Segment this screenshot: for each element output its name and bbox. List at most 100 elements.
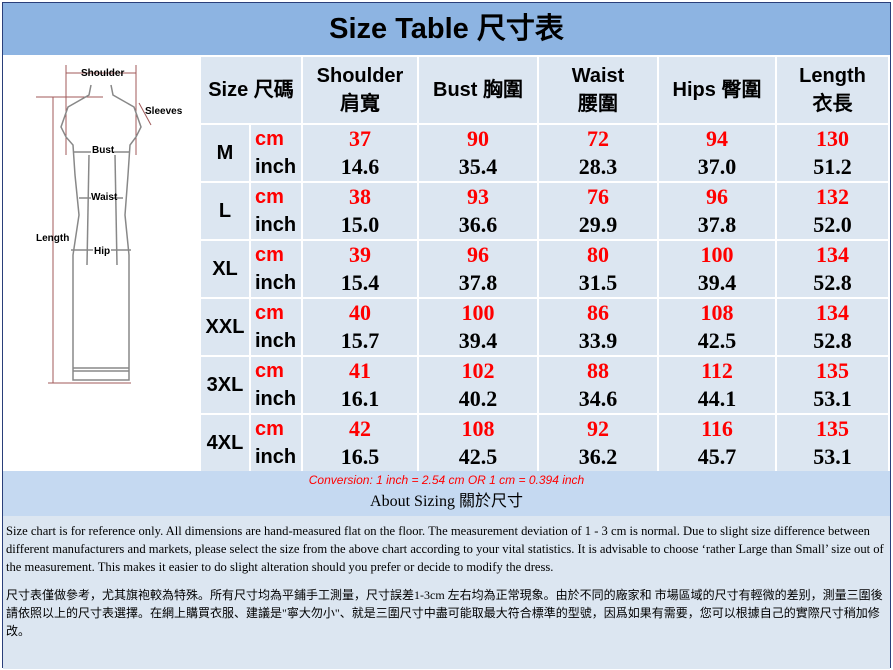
header-bust: Bust 胸圍	[417, 55, 539, 125]
value-inch: 36.2	[578, 444, 618, 469]
value-inch: 37.0	[697, 154, 737, 179]
header-length-en: Length	[799, 65, 866, 87]
header-size: Size 尺碼	[199, 55, 303, 125]
value-cm: 37	[349, 126, 371, 151]
label-shoulder: Shoulder	[81, 68, 124, 79]
measurement-cell: 134 52.8	[775, 239, 890, 299]
value-cm: 93	[467, 184, 489, 209]
unit-labels: cm inch	[249, 355, 303, 415]
measurement-cell: 41 16.1	[301, 355, 419, 415]
value-cm: 132	[816, 184, 849, 209]
measurement-cell: 38 15.0	[301, 181, 419, 241]
value-inch: 15.0	[340, 212, 380, 237]
measurement-cell: 86 33.9	[537, 297, 659, 357]
unit-cm: cm	[255, 360, 284, 382]
unit-labels: cm inch	[249, 123, 303, 183]
value-inch: 42.5	[697, 328, 737, 353]
unit-cm: cm	[255, 186, 284, 208]
measurement-cell: 108 42.5	[417, 413, 539, 473]
measurement-cell: 90 35.4	[417, 123, 539, 183]
header-waist-zh: 腰圍	[578, 93, 618, 115]
header-waist: Waist 腰圍	[537, 55, 659, 125]
value-inch: 53.1	[813, 386, 852, 411]
value-inch: 53.1	[813, 444, 852, 469]
value-cm: 72	[587, 126, 609, 151]
measurement-cell: 96 37.8	[657, 181, 777, 241]
unit-inch: inch	[255, 156, 297, 178]
measurement-cell: 80 31.5	[537, 239, 659, 299]
value-inch: 14.6	[340, 154, 380, 179]
header-hips: Hips 臀圍	[657, 55, 777, 125]
value-cm: 100	[700, 242, 734, 267]
label-sleeves: Sleeves	[145, 106, 183, 117]
note-english: Size chart is for reference only. All di…	[6, 524, 884, 574]
value-inch: 45.7	[697, 444, 737, 469]
unit-labels: cm inch	[249, 181, 303, 241]
value-inch: 37.8	[458, 270, 498, 295]
value-cm: 108	[461, 416, 495, 441]
value-cm: 41	[349, 358, 371, 383]
unit-cm: cm	[255, 302, 284, 324]
value-cm: 96	[467, 242, 489, 267]
value-cm: 102	[461, 358, 495, 383]
value-cm: 42	[349, 416, 371, 441]
header-waist-en: Waist	[571, 65, 625, 87]
value-inch: 52.0	[813, 212, 852, 237]
value-inch: 36.6	[458, 212, 498, 237]
value-cm: 134	[816, 242, 849, 267]
size-label: L	[199, 181, 251, 241]
header-length-zh: 衣長	[812, 93, 853, 115]
size-row-m: M cm inch 37 14.6 90 35.4 72 28.3 94 37.0 130 51.2	[199, 123, 890, 183]
size-label: 4XL	[199, 413, 251, 473]
measurement-cell: 108 42.5	[657, 297, 777, 357]
about-sizing-title: About Sizing 關於尺寸	[3, 489, 890, 516]
value-cm: 100	[461, 300, 495, 325]
label-bust: Bust	[92, 145, 115, 156]
header-length: Length 衣長	[775, 55, 890, 125]
size-label: M	[199, 123, 251, 183]
unit-labels: cm inch	[249, 413, 303, 473]
header-row: Size 尺碼 Shoulder 肩寬 Bust 胸圍 Waist 腰圍 Hips …	[199, 55, 890, 125]
size-row-3xl: 3XL cm inch 41 16.1 102 40.2 88 34.6 112 44.1 135 5…	[199, 355, 890, 415]
value-inch: 52.8	[813, 328, 852, 353]
measurement-cell: 72 28.3	[537, 123, 659, 183]
measurement-cell: 135 53.1	[775, 413, 890, 473]
measurement-cell: 116 45.7	[657, 413, 777, 473]
measurement-cell: 100 39.4	[417, 297, 539, 357]
size-row-xxl: XXL cm inch 40 15.7 100 39.4 86 33.9 108 42.5 134 5…	[199, 297, 890, 357]
value-inch: 37.8	[697, 212, 737, 237]
unit-inch: inch	[255, 272, 297, 294]
measurement-cell: 102 40.2	[417, 355, 539, 415]
size-label: XXL	[199, 297, 251, 357]
label-waist: Waist	[91, 192, 118, 203]
value-cm: 96	[706, 184, 728, 209]
measurement-cell: 93 36.6	[417, 181, 539, 241]
size-label: XL	[199, 239, 251, 299]
value-inch: 16.5	[340, 444, 380, 469]
measurement-cell: 135 53.1	[775, 355, 890, 415]
measurement-cell: 92 36.2	[537, 413, 659, 473]
value-inch: 51.2	[813, 154, 852, 179]
measurement-cell: 100 39.4	[657, 239, 777, 299]
unit-inch: inch	[255, 446, 297, 468]
unit-cm: cm	[255, 244, 284, 266]
measurement-cell: 37 14.6	[301, 123, 419, 183]
value-cm: 38	[349, 184, 371, 209]
unit-cm: cm	[255, 128, 284, 150]
value-cm: 116	[701, 416, 733, 441]
conversion-note: Conversion: 1 inch = 2.54 cm OR 1 cm = 0…	[3, 471, 890, 489]
measurement-cell: 42 16.5	[301, 413, 419, 473]
value-cm: 134	[816, 300, 849, 325]
value-inch: 35.4	[458, 154, 498, 179]
unit-labels: cm inch	[249, 297, 303, 357]
sizing-notes: Size chart is for reference only. All di…	[3, 516, 890, 669]
value-cm: 39	[349, 242, 371, 267]
measurement-cell: 88 34.6	[537, 355, 659, 415]
measurement-cell: 112 44.1	[657, 355, 777, 415]
header-shoulder-zh: 肩寬	[340, 93, 380, 115]
unit-inch: inch	[255, 388, 297, 410]
measurement-cell: 39 15.4	[301, 239, 419, 299]
unit-labels: cm inch	[249, 239, 303, 299]
measurement-cell: 94 37.0	[657, 123, 777, 183]
value-cm: 108	[700, 300, 734, 325]
